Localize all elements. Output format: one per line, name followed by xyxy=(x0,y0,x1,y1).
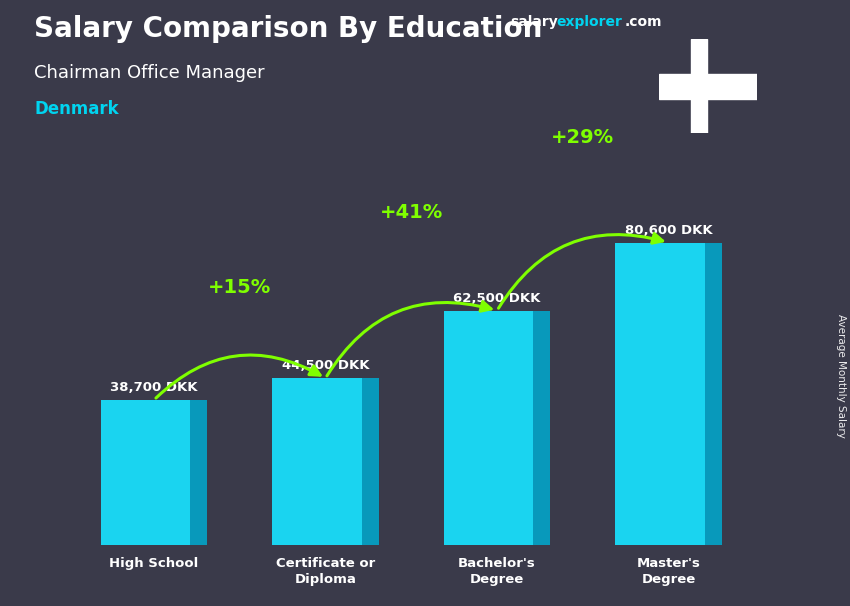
Text: Chairman Office Manager: Chairman Office Manager xyxy=(34,64,264,82)
Text: +41%: +41% xyxy=(380,203,443,222)
Text: Average Monthly Salary: Average Monthly Salary xyxy=(836,314,846,438)
Text: +29%: +29% xyxy=(552,128,615,147)
FancyArrowPatch shape xyxy=(327,302,491,376)
Text: +15%: +15% xyxy=(208,278,271,298)
Text: 38,700 DKK: 38,700 DKK xyxy=(110,381,198,394)
Bar xyxy=(691,39,706,133)
Polygon shape xyxy=(190,400,207,545)
Polygon shape xyxy=(361,378,379,545)
Bar xyxy=(272,378,361,545)
Polygon shape xyxy=(705,242,722,545)
Text: explorer: explorer xyxy=(557,15,622,29)
Text: 44,500 DKK: 44,500 DKK xyxy=(281,359,369,372)
Text: .com: .com xyxy=(625,15,662,29)
FancyArrowPatch shape xyxy=(156,355,320,398)
Text: 62,500 DKK: 62,500 DKK xyxy=(453,291,541,305)
Text: Salary Comparison By Education: Salary Comparison By Education xyxy=(34,15,542,43)
Bar xyxy=(444,310,533,545)
Bar xyxy=(101,400,190,545)
Polygon shape xyxy=(533,310,550,545)
Text: salary: salary xyxy=(510,15,558,29)
Bar xyxy=(615,242,705,545)
FancyArrowPatch shape xyxy=(498,233,663,308)
Text: 80,600 DKK: 80,600 DKK xyxy=(625,224,712,236)
Text: Denmark: Denmark xyxy=(34,100,119,118)
Bar xyxy=(659,74,756,99)
